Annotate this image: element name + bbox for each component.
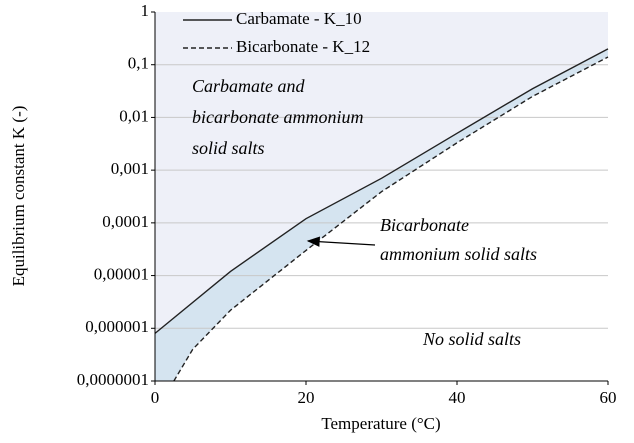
x-tick-label: 60 [600, 388, 617, 407]
y-tick-label: 0,00001 [94, 264, 149, 283]
annotation: No solid salts [422, 329, 521, 349]
y-tick-label: 0,0001 [102, 212, 149, 231]
x-tick-label: 0 [151, 388, 160, 407]
annotation: bicarbonate ammonium [192, 107, 363, 127]
annotation: Bicarbonate [380, 215, 469, 235]
annotation: Carbamate and [192, 76, 306, 96]
y-tick-label: 0,0000001 [77, 370, 149, 389]
y-tick-label: 0,001 [111, 159, 149, 178]
x-tick-label: 40 [449, 388, 466, 407]
x-tick-label: 20 [298, 388, 315, 407]
legend-label: Bicarbonate - K_12 [236, 37, 370, 56]
legend-label: Carbamate - K_10 [236, 9, 362, 28]
annotation: ammonium solid salts [380, 244, 537, 264]
y-tick-label: 0,000001 [85, 317, 149, 336]
series-line [154, 48, 609, 334]
arrow [306, 236, 376, 247]
x-axis-label: Temperature (°C) [321, 414, 440, 433]
y-axis-label: Equilibrium constant K (-) [9, 106, 28, 287]
y-tick-label: 1 [141, 1, 150, 20]
annotation: solid salts [192, 138, 265, 158]
y-tick-label: 0,1 [128, 54, 149, 73]
y-tick-label: 0,01 [119, 106, 149, 125]
below-region [155, 57, 608, 381]
series-line [173, 56, 609, 382]
